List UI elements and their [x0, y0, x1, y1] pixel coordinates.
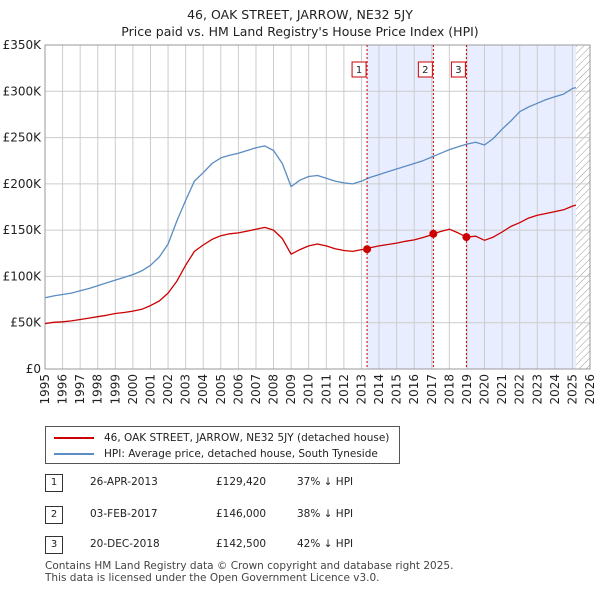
transaction-label-box: [417, 61, 433, 78]
transaction-label-text: 2: [422, 65, 428, 76]
x-tick-label: 2006: [231, 374, 245, 405]
y-tick-label: £50K: [10, 316, 42, 330]
sale-point: [363, 245, 372, 254]
sale-point: [429, 229, 438, 238]
y-tick-label: £0: [26, 362, 41, 376]
table-row: 3 20-DEC-2018 £142,500 42% ↓ HPI: [45, 536, 445, 554]
transaction-price: £142,500: [216, 538, 267, 550]
transaction-label-text: 1: [356, 65, 362, 76]
x-tick-label: 2020: [478, 374, 492, 405]
x-tick-label: 2014: [372, 374, 386, 405]
shaded-region: [367, 45, 434, 369]
legend: 46, OAK STREET, JARROW, NE32 5JY (detach…: [45, 426, 400, 464]
transaction-label-box: [351, 61, 367, 78]
chart-title: 46, OAK STREET, JARROW, NE32 5JY Price p…: [0, 6, 600, 40]
x-tick-label: 2026: [583, 374, 597, 405]
x-tick-label: 2018: [442, 374, 456, 405]
series-line-hpi: [44, 86, 577, 299]
footer-attribution: Contains HM Land Registry data © Crown c…: [45, 560, 453, 584]
x-tick-label: 2013: [354, 374, 368, 405]
x-tick-label: 2019: [460, 374, 474, 405]
x-tick-label: 2005: [214, 374, 228, 405]
x-tick-label: 1998: [91, 374, 105, 405]
x-tick-label: 2010: [302, 374, 316, 405]
x-tick-label: 2023: [530, 374, 544, 405]
legend-item-property: 46, OAK STREET, JARROW, NE32 5JY (detach…: [54, 431, 389, 445]
sale-point: [462, 233, 471, 242]
transaction-badge: 2: [45, 506, 63, 524]
transaction-date: 03-FEB-2017: [90, 508, 158, 520]
x-tick-label: 1996: [56, 374, 70, 405]
transaction-date: 26-APR-2013: [90, 476, 158, 488]
x-tick-label: 2000: [126, 374, 140, 405]
legend-label-hpi: HPI: Average price, detached house, Sout…: [104, 448, 378, 460]
legend-item-hpi: HPI: Average price, detached house, Sout…: [54, 447, 378, 461]
x-tick-label: 1997: [73, 374, 87, 405]
plot-frame: [44, 44, 591, 370]
transaction-label-box: [450, 61, 466, 78]
x-tick-label: 2009: [284, 374, 298, 405]
y-tick-label: £350K: [3, 38, 43, 52]
x-tick-label: 2016: [407, 374, 421, 405]
y-tick-label: £150K: [3, 223, 43, 237]
x-tick-label: 2008: [267, 374, 281, 405]
transaction-hpi-diff: 42% ↓ HPI: [297, 538, 354, 550]
transaction-badge: 3: [45, 536, 63, 554]
transaction-hpi-diff: 38% ↓ HPI: [297, 508, 354, 520]
table-row: 1 26-APR-2013 £129,420 37% ↓ HPI: [45, 474, 445, 492]
transaction-label-text: 3: [455, 65, 461, 76]
x-tick-label: 2021: [495, 374, 509, 405]
y-tick-label: £300K: [3, 84, 43, 98]
shaded-region: [466, 45, 576, 369]
legend-swatch-property: [54, 437, 94, 439]
chart-title-line1: 46, OAK STREET, JARROW, NE32 5JY: [187, 7, 413, 22]
x-tick-label: 2003: [179, 374, 193, 405]
series-line-property: [44, 204, 577, 325]
x-tick-label: 2001: [143, 374, 157, 405]
table-row: 2 03-FEB-2017 £146,000 38% ↓ HPI: [45, 506, 445, 524]
chart-title-line2: Price paid vs. HM Land Registry's House …: [121, 24, 479, 39]
transaction-price: £129,420: [216, 476, 267, 488]
transaction-date: 20-DEC-2018: [90, 538, 160, 550]
y-tick-label: £100K: [3, 269, 43, 283]
x-tick-label: 2004: [196, 374, 210, 405]
legend-swatch-hpi: [54, 453, 94, 455]
x-tick-label: 2002: [161, 374, 175, 405]
x-tick-label: 1995: [38, 374, 52, 405]
chart: £0 £50K £100K £150K £200K £250K £300K £350K 1995…: [3, 38, 597, 405]
y-tick-label: £250K: [3, 131, 43, 145]
y-tick-label: £200K: [3, 177, 43, 191]
transaction-badge: 1: [45, 474, 63, 492]
transaction-hpi-diff: 37% ↓ HPI: [297, 476, 354, 488]
x-tick-label: 2012: [337, 374, 351, 405]
x-tick-label: 2015: [390, 374, 404, 405]
x-tick-label: 2011: [319, 374, 333, 405]
x-tick-label: 1999: [108, 374, 122, 405]
x-tick-label: 2017: [425, 374, 439, 405]
transaction-price: £146,000: [216, 508, 267, 520]
footer-line1: Contains HM Land Registry data © Crown c…: [45, 560, 454, 572]
forecast-hatch: [575, 45, 590, 369]
footer-line2: This data is licensed under the Open Gov…: [45, 572, 380, 584]
legend-label-property: 46, OAK STREET, JARROW, NE32 5JY (detach…: [104, 432, 390, 444]
x-tick-label: 2007: [249, 374, 263, 405]
x-tick-label: 2022: [513, 374, 527, 405]
x-tick-label: 2024: [548, 374, 562, 405]
x-tick-label: 2025: [565, 374, 579, 405]
